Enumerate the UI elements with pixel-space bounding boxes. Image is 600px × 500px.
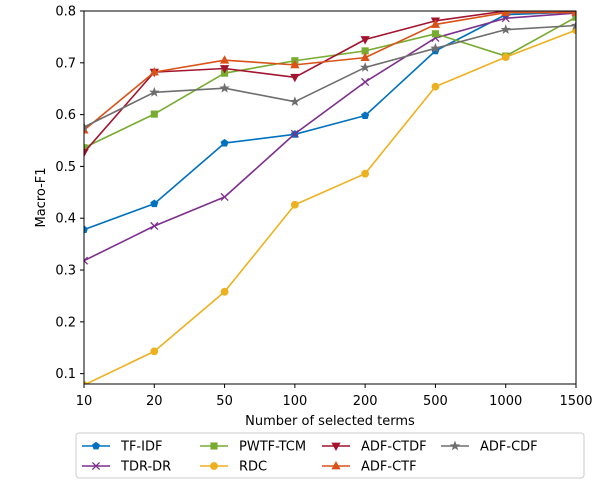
x-tick-label: 100 [282,394,307,409]
legend-entry-adf-ctf: ADF-CTF [322,460,417,475]
ticks-layer: 10 20 50 100 200 500 1000 1500 0.1 0.2 0.3 0.4 0.5 0.… [55,5,592,410]
data-point-adf-ctdf [219,65,230,74]
series-line-pwtf-tcm [84,16,576,149]
series-rdc [84,26,576,384]
legend-marker [331,461,341,470]
data-point-adf-cdf [570,20,576,30]
x-tick-label: 1500 [559,394,592,409]
x-tick-label: 10 [76,394,93,409]
x-tick-label: 1000 [489,394,522,409]
x-tick-label: 200 [353,394,378,409]
data-point-tdr-dr [290,129,299,138]
data-point-tdr-dr [84,256,89,265]
legend-entry-rdc: RDC [200,460,267,475]
data-point-tf-idf [361,111,370,120]
legend-label: ADF-CTDF [361,440,427,455]
data-point-adf-ctf [219,55,230,64]
y-axis-label: Macro-F1 [34,167,49,227]
series-line-adf-ctf [84,11,576,131]
data-point-adf-ctdf [84,149,89,158]
data-point-rdc [290,200,299,209]
legend-entry-adf-cdf: ADF-CDF [441,440,538,455]
data-point-adf-cdf [430,42,441,53]
x-tick-label: 50 [216,394,233,409]
x-tick-label: 20 [146,394,163,409]
legend-marker [91,461,101,471]
legend-entry-pwtf-tcm: PWTF-TCM [200,440,306,455]
legend-entry-adf-ctdf: ADF-CTDF [322,440,427,455]
data-point-tdr-dr [220,192,229,202]
data-point-tf-idf [84,225,89,234]
data-point-tf-idf [220,138,229,147]
data-point-adf-ctf [360,52,370,62]
data-point-tdr-dr [150,221,159,231]
data-point-adf-cdf [219,82,230,93]
series-adf-ctf [84,11,576,134]
legend: TF-IDF TDR-DR PWTF-TCM RDC ADF-CTDF ADF-CTF AD… [75,432,585,479]
data-point-pwtf-tcm [572,13,576,21]
data-point-adf-cdf [359,62,371,72]
y-tick-label: 0.2 [55,315,76,330]
legend-marker [210,442,218,450]
data-point-pwtf-tcm [431,30,439,38]
y-tick-label: 0.6 [55,108,76,123]
data-point-rdc [361,169,370,178]
y-tick-label: 0.1 [55,367,76,382]
x-axis-label: Number of selected terms [245,414,415,429]
data-point-adf-ctdf [360,36,370,45]
legend-label: ADF-CDF [480,440,538,455]
data-point-rdc [150,347,159,356]
legend-marker [91,441,101,450]
y-tick-label: 0.7 [55,56,76,71]
y-tick-label: 0.4 [55,212,76,227]
legend-entry-tf-idf: TF-IDF [82,440,162,455]
series-line-tdr-dr [84,12,576,262]
series-line-tf-idf [84,11,576,231]
data-point-rdc [501,53,510,62]
plot-frame [83,10,577,385]
legend-marker [331,442,341,451]
x-tick-label: 500 [423,394,448,409]
data-point-adf-cdf [84,121,90,132]
series-line-adf-cdf [84,24,576,128]
data-point-adf-ctf [290,59,300,69]
series-pwtf-tcm [84,13,576,152]
legend-label: PWTF-TCM [239,440,306,455]
series-tdr-dr [84,11,576,265]
series-line-rdc [84,29,576,384]
data-point-adf-ctf [149,67,159,76]
y-tick-label: 0.3 [55,264,76,279]
legend-entry-tdr-dr: TDR-DR [82,460,171,475]
legend-marker [449,440,461,451]
data-point-rdc [431,82,440,91]
data-point-tf-idf [150,199,159,208]
data-point-adf-cdf [149,86,160,97]
series-tf-idf [84,11,576,234]
legend-label: TDR-DR [120,460,171,475]
series-layer [84,11,576,384]
data-point-adf-cdf [289,96,301,107]
data-point-adf-ctf [501,11,511,16]
y-tick-label: 0.5 [55,160,76,175]
series-adf-cdf [84,20,576,132]
data-point-adf-cdf [500,24,511,35]
data-point-adf-ctf [571,11,576,16]
data-point-pwtf-tcm [150,110,158,118]
legend-label: RDC [239,460,267,475]
data-point-rdc [220,287,229,296]
data-point-tdr-dr [361,77,370,87]
legend-label: ADF-CTF [361,460,417,475]
legend-marker [210,462,218,470]
data-point-adf-ctdf [290,73,300,83]
legend-label: TF-IDF [120,440,162,455]
y-tick-label: 0.8 [55,5,76,20]
data-point-adf-ctf [430,19,441,28]
series-line-adf-ctdf [84,11,576,153]
